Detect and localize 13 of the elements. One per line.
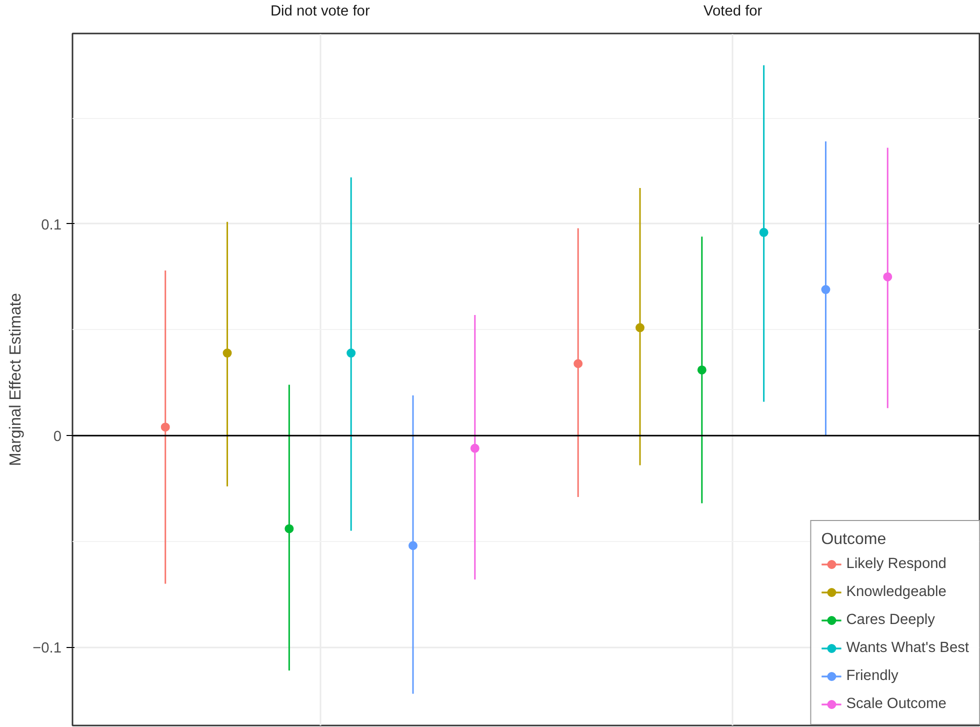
legend-label: Friendly — [846, 668, 898, 684]
y-tick-label: −0.1 — [32, 640, 62, 657]
legend-label: Scale Outcome — [846, 696, 946, 712]
y-tick-label: 0 — [53, 429, 62, 446]
legend-label: Wants What's Best — [846, 640, 969, 656]
x-tick-label: Voted for — [704, 4, 762, 20]
y-tick-label: 0.1 — [41, 217, 62, 234]
legend-label: Likely Respond — [846, 556, 946, 572]
legend-label: Knowledgeable — [846, 584, 946, 600]
legend-title: Outcome — [821, 531, 888, 549]
x-tick-label: Did not vote for — [270, 4, 370, 20]
y-axis-title: Marginal Effect Estimate — [8, 292, 25, 466]
legend-label: Cares Deeply — [846, 612, 935, 628]
